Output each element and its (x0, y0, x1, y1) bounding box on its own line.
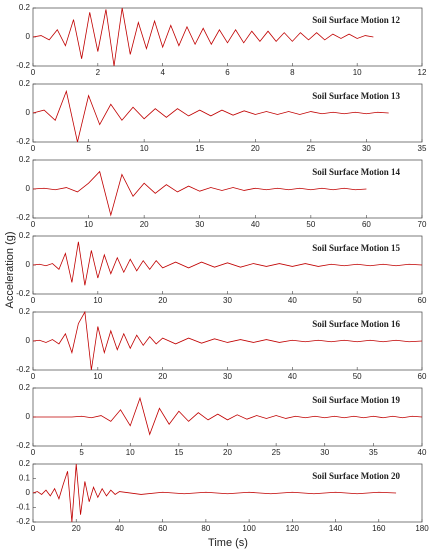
x-tick-label: 40 (251, 220, 260, 229)
x-tick-label: 15 (195, 144, 204, 153)
y-tick-label: -0.2 (16, 365, 30, 374)
y-tick-label: -0.2 (16, 517, 30, 526)
x-tick-label: 50 (306, 220, 315, 229)
panel-title: Soil Surface Motion 14 (312, 167, 400, 177)
x-tick-label: 20 (158, 296, 167, 305)
y-tick-label: -0.2 (16, 213, 30, 222)
y-tick-label: 0.2 (19, 307, 31, 316)
x-axis-label: Time (s) (208, 537, 248, 549)
panel-title: Soil Surface Motion 15 (312, 243, 400, 253)
x-tick-label: 20 (158, 372, 167, 381)
x-tick-label: 60 (418, 296, 427, 305)
x-tick-label: 30 (362, 144, 371, 153)
x-tick-label: 80 (201, 524, 210, 533)
y-tick-label: 0 (26, 488, 31, 497)
x-tick-label: 10 (93, 296, 102, 305)
x-tick-label: 0 (31, 220, 36, 229)
x-tick-label: 30 (195, 220, 204, 229)
x-tick-label: 50 (353, 296, 362, 305)
x-tick-label: 40 (418, 448, 427, 457)
x-tick-label: 10 (84, 220, 93, 229)
y-tick-label: 0.1 (19, 474, 31, 483)
x-tick-label: 20 (223, 448, 232, 457)
x-tick-label: 160 (372, 524, 386, 533)
x-tick-label: 40 (288, 296, 297, 305)
x-tick-label: 10 (140, 144, 149, 153)
x-tick-label: 20 (251, 144, 260, 153)
x-tick-label: 10 (93, 372, 102, 381)
x-tick-label: 25 (272, 448, 281, 457)
x-tick-label: 60 (362, 220, 371, 229)
panel-title: Soil Surface Motion 12 (312, 15, 400, 25)
x-tick-label: 35 (418, 144, 427, 153)
x-tick-label: 10 (353, 68, 362, 77)
x-tick-label: 70 (418, 220, 427, 229)
x-tick-label: 0 (31, 68, 36, 77)
x-tick-label: 25 (306, 144, 315, 153)
x-tick-label: 20 (72, 524, 81, 533)
panel-title: Soil Surface Motion 20 (312, 471, 400, 481)
x-tick-label: 30 (223, 296, 232, 305)
panel-title: Soil Surface Motion 13 (312, 91, 400, 101)
panel-title: Soil Surface Motion 19 (312, 395, 400, 405)
y-tick-label: 0.2 (19, 155, 31, 164)
y-tick-label: 0.2 (19, 231, 31, 240)
y-tick-label: 0 (26, 184, 31, 193)
y-tick-label: 0 (26, 412, 31, 421)
panel-title: Soil Surface Motion 16 (312, 319, 400, 329)
y-tick-label: -0.2 (16, 441, 30, 450)
x-tick-label: 0 (31, 448, 36, 457)
series-line (32, 89, 389, 143)
series-line (32, 7, 374, 67)
series-line (33, 396, 423, 436)
x-tick-label: 35 (369, 448, 378, 457)
x-tick-label: 30 (320, 448, 329, 457)
y-tick-label: 0.2 (19, 383, 31, 392)
x-tick-label: 30 (223, 372, 232, 381)
x-tick-label: 20 (140, 220, 149, 229)
x-tick-label: 5 (79, 448, 84, 457)
y-axis-label: Acceleration (g) (4, 231, 16, 308)
y-tick-label: 0 (26, 108, 31, 117)
x-tick-label: 0 (31, 296, 36, 305)
y-tick-label: 0 (26, 336, 31, 345)
y-tick-label: 0.2 (19, 3, 31, 12)
series-line (32, 463, 397, 523)
x-tick-label: 60 (418, 372, 427, 381)
y-tick-label: -0.2 (16, 137, 30, 146)
x-tick-label: 8 (290, 68, 295, 77)
x-tick-label: 100 (242, 524, 256, 533)
x-tick-label: 0 (31, 524, 36, 533)
y-tick-label: -0.1 (16, 503, 30, 512)
series-line (32, 170, 367, 217)
x-tick-label: 140 (329, 524, 343, 533)
x-tick-label: 5 (86, 144, 91, 153)
y-tick-label: 0 (26, 32, 31, 41)
series-line (32, 310, 423, 371)
x-tick-label: 0 (31, 372, 36, 381)
x-tick-label: 10 (126, 448, 135, 457)
y-tick-label: 0.2 (19, 459, 31, 468)
x-tick-label: 40 (115, 524, 124, 533)
y-tick-label: -0.2 (16, 61, 30, 70)
x-tick-label: 60 (158, 524, 167, 533)
x-tick-label: 50 (353, 372, 362, 381)
y-tick-label: 0 (26, 260, 31, 269)
x-tick-label: 0 (31, 144, 36, 153)
x-tick-label: 4 (160, 68, 165, 77)
series-line (32, 241, 423, 286)
x-tick-label: 2 (96, 68, 101, 77)
x-tick-label: 40 (288, 372, 297, 381)
x-tick-label: 12 (418, 68, 427, 77)
y-tick-label: 0.2 (19, 79, 31, 88)
x-tick-label: 6 (225, 68, 230, 77)
x-tick-label: 180 (415, 524, 429, 533)
x-tick-label: 15 (174, 448, 183, 457)
x-tick-label: 120 (286, 524, 300, 533)
y-tick-label: -0.2 (16, 289, 30, 298)
